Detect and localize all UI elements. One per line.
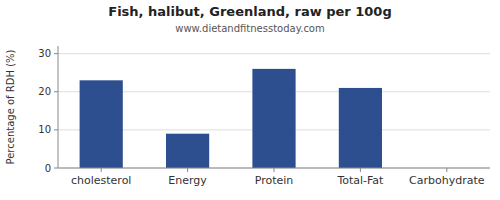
subtitle: www.dietandfitnesstoday.com <box>175 23 324 34</box>
grid-line <box>58 53 490 54</box>
x-tick <box>101 168 102 172</box>
bars <box>80 69 382 168</box>
x-tick <box>187 168 188 172</box>
bar <box>252 69 295 168</box>
y-tick-label: 0 <box>45 163 51 174</box>
x-tick <box>446 168 447 172</box>
x-tick-label: Carbohydrate <box>409 174 485 187</box>
x-tick-label: Protein <box>255 174 294 187</box>
background <box>0 0 500 200</box>
x-tick-label: Total-Fat <box>336 174 384 187</box>
y-tick <box>54 53 58 54</box>
chart: Fish, halibut, Greenland, raw per 100g ww… <box>0 0 500 200</box>
grid <box>58 54 490 168</box>
title: Fish, halibut, Greenland, raw per 100g <box>108 4 391 19</box>
y-tick <box>54 168 58 169</box>
y-tick <box>54 129 58 130</box>
chart-container: Fish, halibut, Greenland, raw per 100g ww… <box>0 0 500 200</box>
x-tick <box>274 168 275 172</box>
x-tick-label: Energy <box>168 174 207 187</box>
y-axis-line <box>58 46 59 168</box>
y-axis-label: Percentage of RDH (%) <box>5 49 16 164</box>
x-tick-label: cholesterol <box>71 174 131 187</box>
x-tick <box>360 168 361 172</box>
y-tick-label: 30 <box>38 48 51 59</box>
y-tick <box>54 91 58 92</box>
bar <box>166 134 209 168</box>
page: {"chart_data": {"type": "bar", "title": … <box>0 0 500 200</box>
y-tick-label: 20 <box>38 86 51 97</box>
bar <box>339 88 382 168</box>
y-tick-label: 10 <box>38 124 51 135</box>
bar <box>80 80 123 168</box>
